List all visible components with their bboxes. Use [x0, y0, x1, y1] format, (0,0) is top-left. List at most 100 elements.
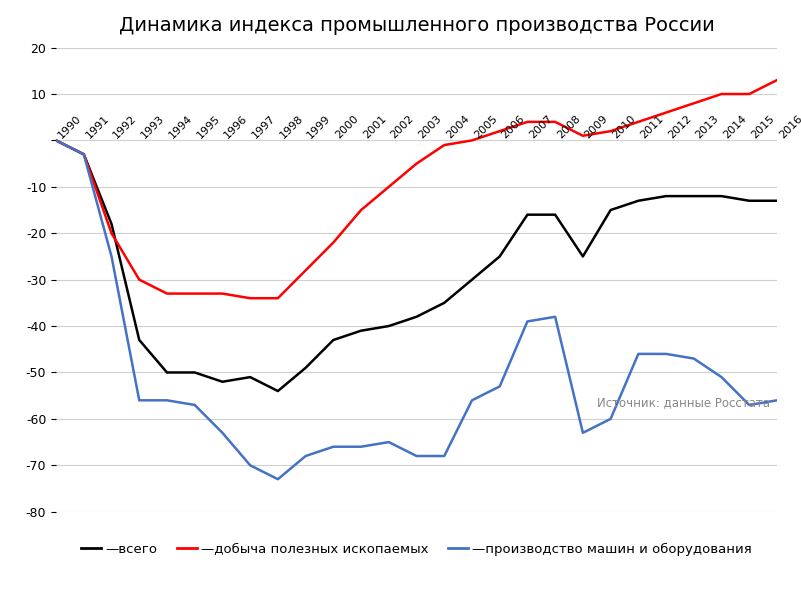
—добыча полезных ископаемых — [51, 137, 61, 144]
—производство машин и оборудования — [578, 429, 588, 436]
—добыча полезных ископаемых — [689, 100, 698, 107]
Text: 1998: 1998 — [278, 113, 305, 140]
—всего — [190, 369, 199, 376]
Text: 2004: 2004 — [445, 114, 471, 140]
Text: 2013: 2013 — [694, 114, 721, 140]
—добыча полезных ископаемых — [522, 118, 532, 126]
—всего — [301, 364, 311, 371]
—производство машин и оборудования — [412, 452, 421, 459]
—всего — [245, 374, 255, 381]
Text: 2015: 2015 — [749, 114, 776, 140]
—производство машин и оборудования — [273, 475, 283, 483]
—добыча полезных ископаемых — [328, 239, 338, 246]
—производство машин и оборудования — [301, 452, 311, 459]
—производство машин и оборудования — [356, 443, 366, 450]
—производство машин и оборудования — [689, 355, 698, 362]
—добыча полезных ископаемых — [467, 137, 477, 144]
—добыча полезных ископаемых — [162, 290, 171, 297]
Text: 2010: 2010 — [610, 114, 638, 140]
—производство машин и оборудования — [245, 462, 255, 469]
—добыча полезных ископаемых — [495, 127, 505, 134]
—всего — [772, 197, 782, 204]
Text: 2001: 2001 — [361, 114, 388, 140]
—производство машин и оборудования — [328, 443, 338, 450]
—всего — [384, 322, 393, 330]
Text: 2003: 2003 — [417, 114, 444, 140]
Text: 1997: 1997 — [250, 113, 277, 140]
—добыча полезных ископаемых — [245, 295, 255, 302]
—производство машин и оборудования — [467, 397, 477, 404]
—производство машин и оборудования — [662, 350, 671, 358]
Line: —всего: —всего — [56, 140, 777, 391]
—всего — [412, 313, 421, 320]
Text: 2007: 2007 — [527, 114, 554, 140]
—всего — [634, 197, 643, 204]
Text: 2012: 2012 — [666, 114, 693, 140]
—добыча полезных ископаемых — [384, 183, 393, 190]
Text: 2000: 2000 — [333, 114, 360, 140]
—производство машин и оборудования — [218, 429, 227, 436]
Line: —добыча полезных ископаемых: —добыча полезных ископаемых — [56, 80, 777, 298]
—добыча полезных ископаемых — [107, 230, 116, 237]
—добыча полезных ископаемых — [606, 127, 615, 134]
Text: 2002: 2002 — [388, 114, 416, 140]
Text: 2014: 2014 — [722, 114, 749, 140]
—всего — [51, 137, 61, 144]
—добыча полезных ископаемых — [662, 109, 671, 116]
—добыча полезных ископаемых — [190, 290, 199, 297]
—всего — [578, 253, 588, 260]
—добыча полезных ископаемых — [79, 151, 89, 158]
—добыча полезных ископаемых — [634, 118, 643, 126]
Text: 1995: 1995 — [195, 114, 222, 140]
—всего — [467, 276, 477, 283]
—всего — [522, 211, 532, 218]
—производство машин и оборудования — [190, 402, 199, 409]
—производство машин и оборудования — [440, 452, 449, 459]
—добыча полезных ископаемых — [440, 142, 449, 149]
—всего — [135, 336, 144, 343]
—производство машин и оборудования — [606, 415, 615, 422]
Text: 2009: 2009 — [583, 114, 610, 140]
Legend: —всего, —добыча полезных ископаемых, —производство машин и оборудования: —всего, —добыча полезных ископаемых, —пр… — [76, 537, 757, 561]
Text: 1999: 1999 — [306, 113, 332, 140]
—производство машин и оборудования — [495, 383, 505, 390]
—производство машин и оборудования — [384, 439, 393, 446]
—добыча полезных ископаемых — [135, 276, 144, 283]
—всего — [328, 336, 338, 343]
—всего — [606, 206, 615, 214]
—производство машин и оборудования — [162, 397, 171, 404]
—всего — [689, 193, 698, 200]
—производство машин и оборудования — [135, 397, 144, 404]
—добыча полезных ископаемых — [273, 295, 283, 302]
Text: 2011: 2011 — [638, 114, 666, 140]
—производство машин и оборудования — [634, 350, 643, 358]
—добыча полезных ископаемых — [717, 90, 727, 98]
—производство машин и оборудования — [550, 313, 560, 320]
—всего — [440, 299, 449, 306]
—всего — [495, 253, 505, 260]
—добыча полезных ископаемых — [744, 90, 754, 98]
—производство машин и оборудования — [522, 318, 532, 325]
—всего — [662, 193, 671, 200]
Text: 1990: 1990 — [56, 114, 83, 140]
Text: 1992: 1992 — [111, 113, 139, 140]
—всего — [107, 220, 116, 227]
Text: 1994: 1994 — [167, 113, 194, 140]
—всего — [550, 211, 560, 218]
—производство машин и оборудования — [717, 374, 727, 381]
Text: 2005: 2005 — [472, 114, 499, 140]
—добыча полезных ископаемых — [412, 160, 421, 167]
—производство машин и оборудования — [51, 137, 61, 144]
Text: 2016: 2016 — [777, 114, 801, 140]
—всего — [744, 197, 754, 204]
Text: 1993: 1993 — [139, 114, 167, 140]
Text: 1991: 1991 — [84, 114, 111, 140]
—всего — [356, 327, 366, 334]
—добыча полезных ископаемых — [772, 77, 782, 84]
—добыча полезных ископаемых — [356, 206, 366, 214]
Text: 1996: 1996 — [223, 114, 249, 140]
—всего — [273, 387, 283, 394]
Title: Динамика индекса промышленного производства России: Динамика индекса промышленного производс… — [119, 16, 714, 35]
—производство машин и оборудования — [772, 397, 782, 404]
—всего — [79, 151, 89, 158]
